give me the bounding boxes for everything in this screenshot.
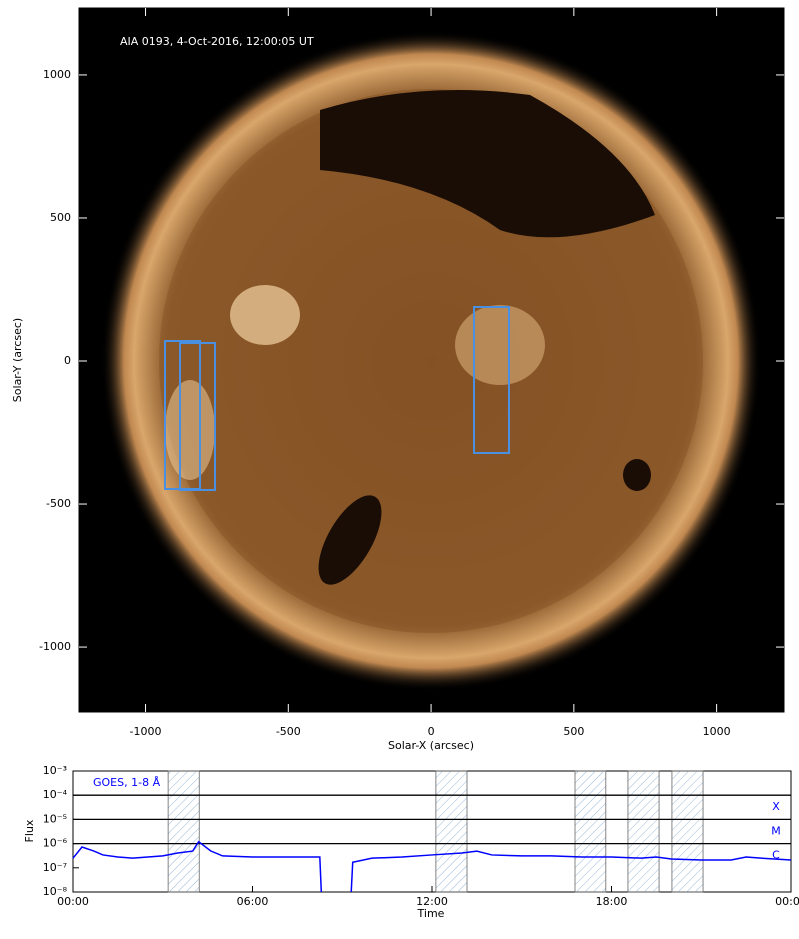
x-tick-label: 12:00 — [416, 895, 448, 908]
class-label: X — [772, 800, 780, 813]
y-tick-label: 10⁻⁷ — [43, 861, 67, 874]
y-tick-label: -1000 — [39, 640, 71, 653]
class-label: M — [771, 824, 781, 837]
active-region — [165, 380, 215, 480]
x-axis-label: Solar-X (arcsec) — [388, 739, 474, 752]
annotation: AIA 0193, 4-Oct-2016, 12:00:05 UT — [120, 35, 314, 48]
active-region — [230, 285, 300, 345]
y-tick-label: 500 — [50, 211, 71, 224]
y-axis-label: Solar-Y (arcsec) — [11, 318, 24, 402]
x-tick-label: 06:00 — [237, 895, 269, 908]
flux-line — [72, 840, 792, 893]
x-tick-label: 500 — [563, 725, 584, 738]
y-tick-label: 10⁻⁴ — [43, 788, 68, 801]
highlight-interval — [627, 770, 660, 893]
active-region — [455, 305, 545, 385]
x-tick-label: 00:00 — [57, 895, 89, 908]
highlight-interval — [671, 770, 704, 893]
y-tick-label: 10⁻⁸ — [43, 885, 68, 898]
x-tick-label: 1000 — [703, 725, 731, 738]
coronal-hole — [623, 459, 651, 491]
legend-label: GOES, 1-8 Å — [93, 776, 161, 789]
region-box — [179, 342, 216, 491]
x-tick-label: 18:00 — [596, 895, 628, 908]
y-tick-label: 10⁻³ — [43, 764, 67, 777]
y-tick-label: 0 — [64, 354, 71, 367]
x-tick-label: -1000 — [130, 725, 162, 738]
x-tick-label: -500 — [276, 725, 301, 738]
class-label: C — [772, 849, 780, 862]
x-tick-label: 0 — [428, 725, 435, 738]
y-tick-label: 10⁻⁵ — [43, 812, 67, 825]
coronal-hole — [318, 495, 382, 585]
y-tick-label: 10⁻⁶ — [43, 837, 68, 850]
highlight-interval — [435, 770, 468, 893]
region-box — [473, 306, 510, 454]
solar-image — [101, 31, 761, 691]
highlight-interval — [167, 770, 200, 893]
y-tick-label: -500 — [46, 497, 71, 510]
x-tick-label: 00:00 — [775, 895, 799, 908]
x-axis-label: Time — [417, 907, 445, 920]
highlight-interval — [574, 770, 607, 893]
y-axis-label: Flux — [23, 819, 36, 842]
coronal-hole — [320, 90, 655, 238]
y-tick-label: 1000 — [43, 68, 71, 81]
